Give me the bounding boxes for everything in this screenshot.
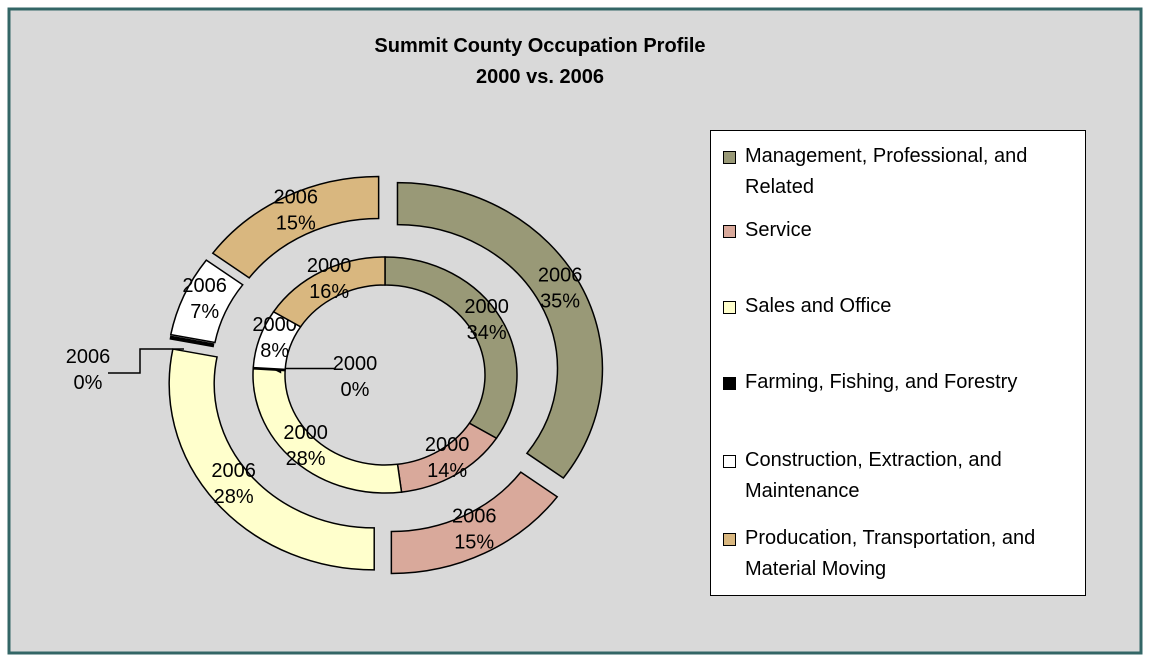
data-label: 2000 16% bbox=[307, 255, 352, 303]
series-name: 2006 bbox=[182, 275, 227, 297]
legend-swatch bbox=[723, 151, 736, 164]
series-name: 2000 bbox=[464, 296, 509, 318]
legend-label: Producation, Transportation, and Materia… bbox=[745, 527, 1036, 580]
legend-swatch bbox=[723, 377, 736, 390]
value-label: 15% bbox=[276, 213, 316, 235]
legend-label: Farming, Fishing, and Forestry bbox=[745, 371, 1018, 393]
value-label: 28% bbox=[214, 486, 254, 508]
legend-entry: Farming, Fishing, and Forestry bbox=[723, 367, 1083, 398]
value-label: 15% bbox=[454, 531, 494, 553]
series-name: 2006 bbox=[66, 346, 111, 368]
data-label: 2006 7% bbox=[182, 275, 227, 323]
legend-entry: Construction, Extraction, and Maintenanc… bbox=[723, 445, 1083, 507]
series-name: 2006 bbox=[452, 505, 497, 527]
data-label: 2000 0% bbox=[333, 353, 378, 401]
value-label: 28% bbox=[286, 448, 326, 470]
series-name: 2000 bbox=[333, 353, 378, 375]
data-label: 2000 34% bbox=[464, 296, 509, 344]
value-label: 7% bbox=[190, 301, 219, 323]
legend-swatch bbox=[723, 301, 736, 314]
series-name: 2000 bbox=[425, 434, 470, 456]
legend-label: Management, Professional, and Related bbox=[745, 145, 1028, 198]
data-label: 2000 28% bbox=[283, 422, 328, 470]
legend: Management, Professional, and Related Ser… bbox=[710, 130, 1086, 596]
legend-entry: Management, Professional, and Related bbox=[723, 141, 1083, 203]
series-name: 2000 bbox=[283, 422, 328, 444]
data-label: 2006 15% bbox=[274, 187, 319, 235]
data-label: 2006 28% bbox=[211, 460, 256, 508]
legend-entry: Service bbox=[723, 215, 1083, 246]
series-name: 2006 bbox=[538, 265, 583, 287]
series-name: 2006 bbox=[274, 187, 319, 209]
legend-swatch bbox=[723, 225, 736, 238]
value-label: 0% bbox=[341, 379, 370, 401]
legend-swatch bbox=[723, 455, 736, 468]
value-label: 16% bbox=[309, 281, 349, 303]
legend-label: Service bbox=[745, 219, 812, 241]
data-label: 2006 15% bbox=[452, 505, 497, 553]
data-label: 2000 14% bbox=[425, 434, 470, 482]
legend-swatch bbox=[723, 533, 736, 546]
series-name: 2006 bbox=[211, 460, 256, 482]
value-label: 34% bbox=[467, 322, 507, 344]
segment bbox=[211, 175, 380, 279]
legend-label: Sales and Office bbox=[745, 295, 892, 317]
legend-entry: Sales and Office bbox=[723, 291, 1083, 322]
legend-label: Construction, Extraction, and Maintenanc… bbox=[745, 449, 1002, 502]
value-label: 0% bbox=[74, 372, 103, 394]
data-label: 2006 0% bbox=[66, 346, 111, 394]
segment bbox=[272, 256, 386, 328]
chart-subtitle: 2000 vs. 2006 bbox=[476, 66, 604, 88]
value-label: 8% bbox=[260, 340, 289, 362]
legend-entry: Producation, Transportation, and Materia… bbox=[723, 523, 1083, 585]
series-name: 2000 bbox=[307, 255, 352, 277]
segment bbox=[169, 259, 244, 344]
chart-title: Summit County Occupation Profile bbox=[374, 35, 705, 57]
value-label: 14% bbox=[427, 460, 467, 482]
segment bbox=[169, 335, 215, 348]
data-label: 2006 35% bbox=[538, 265, 583, 313]
value-label: 35% bbox=[540, 291, 580, 313]
segment bbox=[396, 181, 604, 479]
segment bbox=[390, 471, 559, 575]
leader-line bbox=[108, 348, 184, 374]
